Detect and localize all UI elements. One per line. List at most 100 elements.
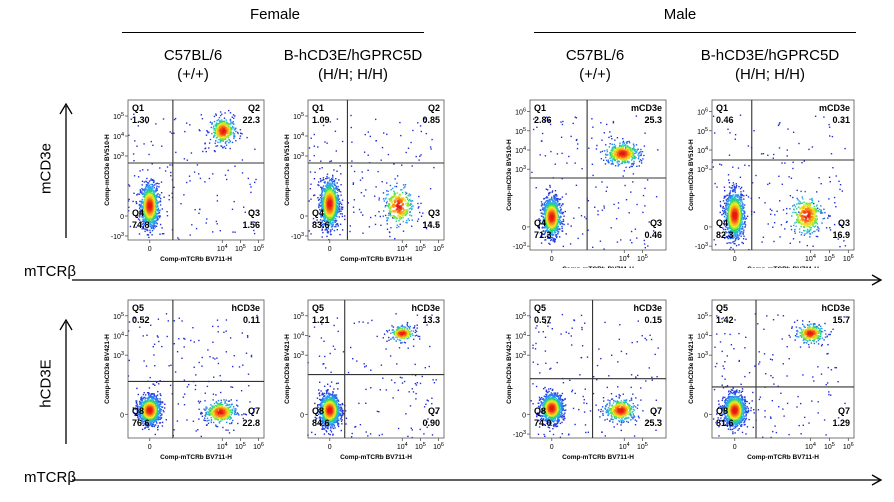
event-dot: [138, 225, 140, 227]
event-dot: [379, 215, 381, 218]
event-dot: [743, 212, 745, 215]
strain-name: C57BL/6: [565, 47, 625, 64]
strain-genotype: (H/H; H/H): [318, 66, 388, 83]
event-dot: [228, 129, 231, 132]
event-dot: [147, 188, 149, 190]
event-dot: [158, 216, 161, 219]
event-dot: [844, 245, 847, 247]
event-dot: [740, 191, 742, 193]
event-dot: [398, 211, 402, 214]
event-dot: [611, 138, 613, 140]
event-dot: [732, 241, 734, 243]
event-dot: [792, 131, 795, 133]
event-dot: [387, 193, 389, 195]
event-dot: [191, 224, 193, 226]
event-dot: [548, 192, 551, 195]
event-dot: [142, 214, 144, 216]
event-dot: [336, 182, 338, 184]
event-dot: [328, 218, 330, 221]
event-dot: [622, 140, 625, 143]
event-dot: [610, 159, 612, 162]
event-dot: [339, 213, 342, 215]
event-dot: [183, 158, 186, 160]
event-dot: [204, 181, 206, 183]
event-dot: [325, 228, 327, 230]
event-dot: [333, 229, 336, 232]
event-dot: [323, 207, 325, 209]
event-dot: [139, 170, 141, 172]
event-dot: [408, 204, 411, 206]
event-dot: [753, 211, 756, 213]
event-dot: [409, 204, 412, 206]
event-dot: [399, 206, 402, 209]
event-dot: [214, 150, 216, 153]
event-dot: [609, 131, 611, 133]
event-dot: [743, 216, 746, 218]
plot-frame: [127, 99, 265, 241]
event-dots: [711, 114, 848, 251]
event-dot: [127, 210, 130, 212]
event-dot: [403, 209, 406, 212]
event-dot: [207, 132, 209, 134]
event-dot: [150, 222, 152, 224]
event-dot: [397, 211, 400, 214]
event-dot: [800, 234, 803, 236]
event-dot: [377, 170, 379, 173]
event-dot: [217, 122, 220, 125]
event-dot: [630, 163, 633, 165]
event-dot: [143, 223, 145, 225]
event-dot: [147, 182, 149, 184]
event-dot: [317, 199, 320, 201]
event-dot: [398, 225, 400, 228]
event-dot: [321, 189, 323, 191]
event-dot: [211, 122, 213, 124]
event-dot: [558, 221, 560, 223]
event-dot: [144, 213, 148, 216]
event-dot: [335, 186, 337, 189]
event-dot: [158, 211, 161, 213]
event-dot: [156, 216, 158, 219]
event-dot: [796, 189, 798, 192]
event-dot: [611, 160, 614, 163]
event-dot: [403, 210, 406, 213]
event-dot: [157, 207, 159, 210]
event-dot: [560, 121, 562, 123]
event-dot: [407, 200, 410, 202]
event-dot: [336, 210, 338, 212]
event-dot: [622, 144, 624, 146]
event-dot: [217, 141, 219, 144]
event-dot: [322, 188, 324, 190]
event-dot: [322, 226, 324, 229]
event-dot: [547, 229, 550, 232]
event-dot: [722, 227, 724, 229]
event-dot: [139, 212, 141, 214]
event-dot: [742, 231, 745, 233]
event-dot: [644, 187, 646, 190]
event-dot: [340, 184, 342, 186]
event-dot: [142, 226, 144, 228]
event-dot: [205, 222, 207, 224]
event-dot: [839, 224, 842, 226]
event-dot: [156, 203, 158, 206]
event-dot: [559, 203, 561, 205]
event-dot: [726, 236, 728, 238]
event-dot: [219, 127, 222, 130]
event-dot: [556, 229, 558, 231]
event-dot: [253, 232, 256, 235]
event-dot: [398, 195, 401, 198]
event-dot: [155, 209, 157, 211]
event-dot: [609, 152, 611, 154]
event-dot: [344, 215, 346, 217]
event-dot: [138, 193, 141, 195]
event-dot: [336, 229, 338, 231]
event-dot: [545, 230, 547, 232]
event-dot: [324, 188, 326, 190]
event-dot: [154, 189, 156, 192]
event-dot: [543, 219, 545, 221]
event-dot: [813, 203, 815, 205]
event-dot: [592, 174, 594, 177]
event-dot: [380, 159, 382, 161]
event-dot: [323, 209, 325, 211]
event-dot: [409, 198, 411, 201]
event-dot: [592, 246, 594, 248]
